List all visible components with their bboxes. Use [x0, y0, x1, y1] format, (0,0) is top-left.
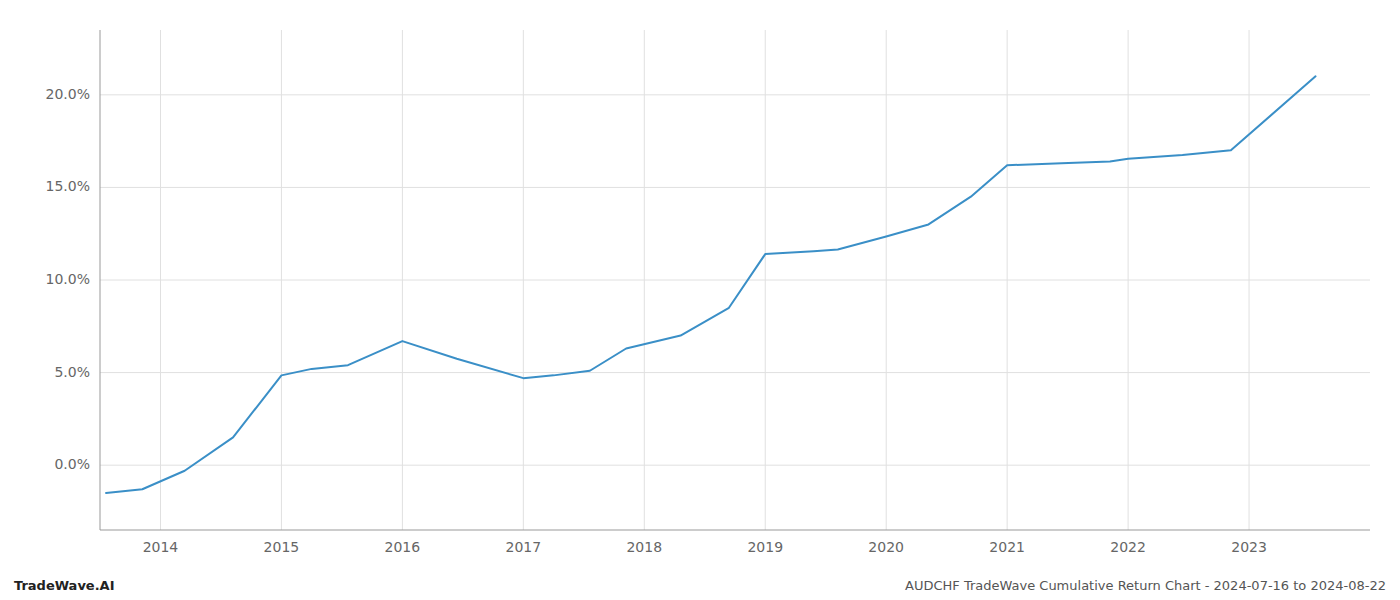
x-tick-label: 2023: [1231, 539, 1267, 555]
page: {"chart_data": {"type": "line", "title":…: [0, 0, 1400, 600]
grid: [100, 30, 1370, 530]
plot-area: [106, 76, 1316, 493]
watermark: TradeWave.AI: [14, 578, 115, 593]
x-tick-label: 2016: [385, 539, 421, 555]
footer: TradeWave.AI AUDCHF TradeWave Cumulative …: [14, 578, 1386, 593]
x-tick-label: 2020: [868, 539, 904, 555]
title: AUDCHF TradeWave Cumulative Return Chart…: [905, 578, 1386, 593]
x-tick-label: 2014: [143, 539, 179, 555]
y-tick-label: 5.0%: [54, 364, 90, 380]
chart: 2014 2015 2016 2017 2018 2019 2020 2021 2022 2023…: [0, 0, 1400, 600]
x-tick-label: 2019: [747, 539, 783, 555]
return-line: [106, 76, 1316, 493]
y-grid-line: [100, 187, 1370, 188]
x-tick-label: 2022: [1110, 539, 1146, 555]
y-tick-label: 15.0%: [46, 178, 90, 194]
y-grid-line: [100, 94, 1370, 95]
axes: 2014 2015 2016 2017 2018 2019 2020 2021 2022 2023…: [46, 30, 1370, 555]
y-tick-label: 0.0%: [54, 456, 90, 472]
x-tick-label: 2021: [989, 539, 1025, 555]
x-tick-label: 2015: [264, 539, 300, 555]
y-grid-line: [100, 280, 1370, 281]
x-axis-line: [100, 530, 1370, 531]
y-tick-label: 10.0%: [46, 271, 90, 287]
y-tick-label: 20.0%: [46, 86, 90, 102]
x-tick-label: 2017: [506, 539, 542, 555]
y-grid-line: [100, 465, 1370, 466]
x-tick-label: 2018: [626, 539, 662, 555]
y-axis-line: [100, 30, 101, 530]
